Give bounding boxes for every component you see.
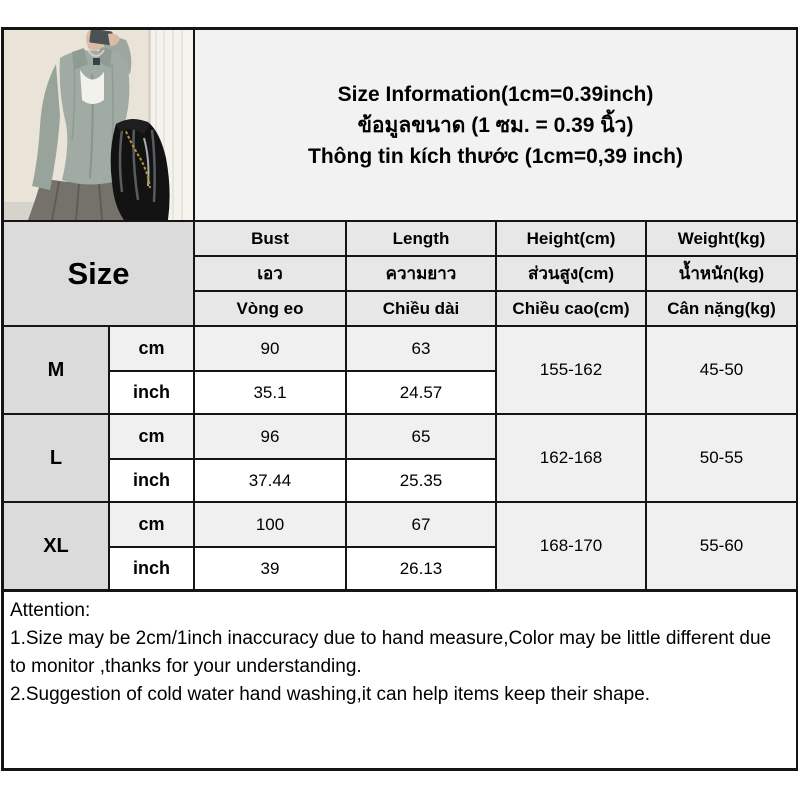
row-xl-size-label: XL xyxy=(4,503,108,589)
size-info-title-block: Size Information(1cm=0.39inch) ข้อมูลขนา… xyxy=(195,30,796,220)
size-column-header: Size xyxy=(4,222,193,325)
row-m-bust-inch: 35.1 xyxy=(195,372,345,413)
title-thai: ข้อมูลขนาด (1 ซม. = 0.39 นิ้ว) xyxy=(357,113,634,137)
row-m-size-label: M xyxy=(4,327,108,413)
header-bust-vi: Vòng eo xyxy=(195,292,345,325)
row-l-unit-inch: inch xyxy=(110,460,193,501)
row-l-length-inch: 25.35 xyxy=(347,460,495,501)
header-weight-th: น้ำหนัก(kg) xyxy=(647,257,796,290)
header-bust-en: Bust xyxy=(195,222,345,255)
product-photo xyxy=(4,30,193,220)
attention-notes: Attention: 1.Size may be 2cm/1inch inacc… xyxy=(4,592,796,768)
row-m-unit-inch: inch xyxy=(110,372,193,413)
row-l-length-cm: 65 xyxy=(347,415,495,458)
row-xl-length-inch: 26.13 xyxy=(347,548,495,589)
attention-note-2: 2.Suggestion of cold water hand washing,… xyxy=(10,684,651,705)
row-l-bust-inch: 37.44 xyxy=(195,460,345,501)
row-l-unit-cm: cm xyxy=(110,415,193,458)
row-m-height: 155-162 xyxy=(497,327,645,413)
attention-heading: Attention: xyxy=(10,600,91,621)
header-length-th: ความยาว xyxy=(347,257,495,290)
title-vietnamese: Thông tin kích thước (1cm=0,39 inch) xyxy=(308,144,683,168)
header-bust-th: เอว xyxy=(195,257,345,290)
header-height-th: ส่วนสูง(cm) xyxy=(497,257,645,290)
header-height-vi: Chiều cao(cm) xyxy=(497,292,645,325)
attention-note-1: 1.Size may be 2cm/1inch inaccuracy due t… xyxy=(10,628,772,677)
row-l-size-label: L xyxy=(4,415,108,501)
row-l-weight: 50-55 xyxy=(647,415,796,501)
row-xl-weight: 55-60 xyxy=(647,503,796,589)
header-length-en: Length xyxy=(347,222,495,255)
row-m-weight: 45-50 xyxy=(647,327,796,413)
title-english: Size Information(1cm=0.39inch) xyxy=(337,82,654,106)
header-weight-en: Weight(kg) xyxy=(647,222,796,255)
row-l-bust-cm: 96 xyxy=(195,415,345,458)
row-xl-bust-cm: 100 xyxy=(195,503,345,546)
row-m-length-cm: 63 xyxy=(347,327,495,370)
row-m-length-inch: 24.57 xyxy=(347,372,495,413)
row-xl-unit-inch: inch xyxy=(110,548,193,589)
header-weight-vi: Cân nặng(kg) xyxy=(647,292,796,325)
header-length-vi: Chiều dài xyxy=(347,292,495,325)
header-height-en: Height(cm) xyxy=(497,222,645,255)
row-xl-height: 168-170 xyxy=(497,503,645,589)
row-xl-bust-inch: 39 xyxy=(195,548,345,589)
row-m-bust-cm: 90 xyxy=(195,327,345,370)
row-m-unit-cm: cm xyxy=(110,327,193,370)
model-photo-illustration xyxy=(4,30,193,220)
row-xl-unit-cm: cm xyxy=(110,503,193,546)
row-l-height: 162-168 xyxy=(497,415,645,501)
row-xl-length-cm: 67 xyxy=(347,503,495,546)
